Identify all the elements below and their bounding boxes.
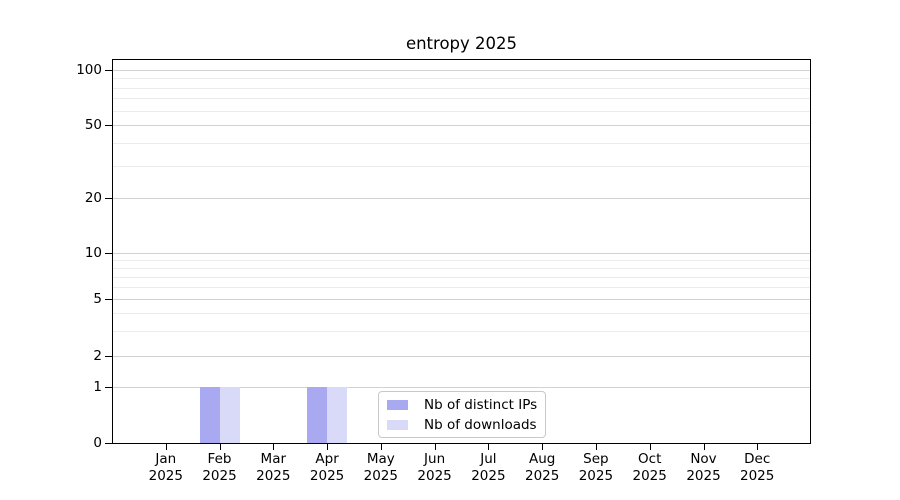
x-tick-label: Dec 2025: [740, 451, 775, 484]
x-tick-label: Jun 2025: [417, 451, 452, 484]
y-tick-mark: [105, 387, 112, 388]
gridline-minor: [113, 110, 810, 112]
legend-item-distinct-ips: Nb of distinct IPs: [387, 397, 537, 413]
gridline-major: [113, 70, 810, 71]
y-tick-label: 100: [76, 62, 102, 78]
x-tick-label: Feb 2025: [202, 451, 237, 484]
y-tick-mark: [105, 70, 112, 71]
y-tick-mark: [105, 443, 112, 444]
x-tick-mark: [219, 443, 221, 450]
y-tick-label: 10: [84, 245, 102, 261]
y-tick-mark: [105, 356, 112, 357]
legend-item-downloads: Nb of downloads: [387, 417, 537, 433]
x-tick-label: Mar 2025: [256, 451, 291, 484]
x-tick-label: Nov 2025: [686, 451, 721, 484]
bar-downloads: [219, 387, 240, 443]
gridline-minor: [113, 78, 810, 80]
bar-distinct-ips: [199, 387, 220, 443]
y-tick-mark: [105, 299, 112, 300]
gridline-minor: [113, 98, 810, 100]
gridline-minor: [113, 165, 810, 167]
legend-swatch-downloads: [387, 419, 408, 430]
y-tick-label: 2: [93, 348, 102, 364]
y-tick-mark: [105, 198, 112, 199]
x-tick-label: May 2025: [363, 451, 398, 484]
x-tick-mark: [165, 443, 167, 450]
x-tick-mark: [327, 443, 329, 450]
bar-downloads: [327, 387, 348, 443]
y-tick-mark: [105, 253, 112, 254]
x-tick-mark: [595, 443, 597, 450]
gridline-major: [113, 356, 810, 357]
x-tick-mark: [542, 443, 544, 450]
gridline-major: [113, 387, 810, 388]
gridline-major: [113, 253, 810, 254]
x-tick-label: Aug 2025: [525, 451, 560, 484]
gridline-minor: [113, 142, 810, 144]
x-tick-mark: [703, 443, 705, 450]
y-tick-mark: [105, 125, 112, 126]
y-tick-label: 1: [93, 379, 102, 395]
x-tick-mark: [488, 443, 490, 450]
x-tick-mark: [273, 443, 275, 450]
x-tick-label: Jul 2025: [471, 451, 506, 484]
chart-title: entropy 2025: [405, 34, 518, 53]
x-tick-mark: [380, 443, 382, 450]
gridline-minor: [113, 260, 810, 261]
legend-label-distinct-ips: Nb of distinct IPs: [424, 396, 538, 413]
x-tick-label: Sep 2025: [578, 451, 614, 484]
x-tick-mark: [757, 443, 759, 450]
x-tick-label: Oct 2025: [632, 451, 667, 484]
gridline-minor: [113, 267, 810, 269]
gridline-major: [113, 198, 810, 199]
y-tick-label: 50: [84, 117, 102, 133]
gridline-major: [113, 125, 810, 126]
y-tick-label: 20: [84, 190, 102, 206]
gridline-minor: [113, 286, 810, 288]
gridline-minor: [113, 312, 810, 314]
y-tick-label: 0: [93, 435, 102, 451]
gridline-major: [113, 299, 810, 300]
x-tick-label: Jan 2025: [148, 451, 183, 484]
x-tick-mark: [434, 443, 436, 450]
legend-label-downloads: Nb of downloads: [424, 416, 537, 433]
gridline-minor: [113, 276, 810, 278]
x-tick-mark: [649, 443, 651, 450]
bar-distinct-ips: [307, 387, 328, 443]
y-tick-label: 5: [93, 291, 102, 307]
gridline-minor: [113, 87, 810, 89]
gridline-minor: [113, 330, 810, 332]
legend-swatch-distinct-ips: [387, 399, 408, 410]
x-tick-label: Apr 2025: [309, 451, 345, 484]
legend: Nb of distinct IPs Nb of downloads: [378, 391, 546, 438]
